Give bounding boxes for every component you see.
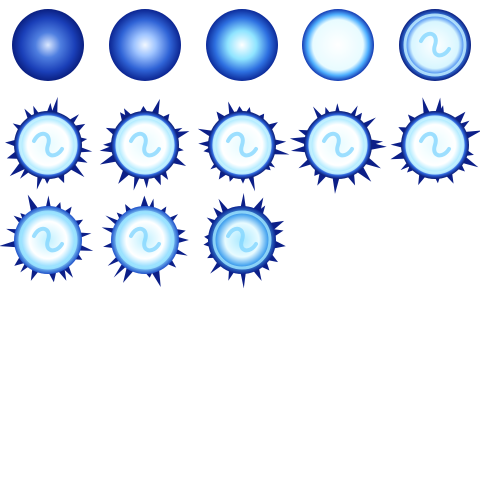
spike: [240, 192, 246, 209]
spike: [390, 141, 404, 148]
spike: [79, 232, 92, 238]
spike: [198, 140, 211, 148]
spike: [51, 96, 58, 115]
spike: [140, 195, 149, 209]
orb-ring: [212, 115, 272, 175]
spike: [464, 130, 480, 140]
spike: [334, 103, 341, 114]
orb-ring: [405, 115, 465, 175]
spike: [63, 206, 72, 217]
spike: [216, 111, 227, 123]
sprite-frame: [109, 9, 181, 81]
spike: [27, 194, 39, 213]
spike: [272, 240, 286, 249]
orb-ring: [308, 115, 368, 175]
sprite-frame: [12, 9, 84, 81]
sprite-frame: [289, 103, 387, 194]
spike: [45, 195, 51, 209]
orb-ring: [115, 210, 175, 270]
spike: [289, 136, 308, 145]
sprite-frame: [390, 97, 480, 186]
swirl: [32, 226, 64, 253]
orb-ring: [212, 210, 272, 270]
spike: [422, 97, 431, 116]
spike: [101, 227, 116, 234]
orb: [12, 9, 84, 81]
orb-ring: [403, 13, 467, 77]
spike: [113, 262, 127, 278]
spike: [176, 236, 189, 244]
sprite-frame: [206, 9, 278, 81]
sprite-frame: [5, 96, 93, 190]
sprite-frame: [399, 9, 471, 81]
spike: [116, 212, 125, 221]
spike: [36, 175, 44, 190]
sprite-frame: [302, 9, 374, 81]
spike: [197, 128, 214, 138]
spike: [99, 145, 114, 153]
orb-ring: [18, 210, 78, 270]
swirl: [322, 131, 354, 158]
spike: [272, 148, 290, 155]
sprite-frame: [197, 101, 290, 192]
swirl: [32, 131, 64, 158]
sprite-frame: [101, 195, 189, 287]
spike: [78, 244, 94, 251]
spike: [151, 268, 161, 287]
spike: [151, 98, 160, 116]
spike: [435, 97, 442, 114]
spike: [456, 163, 465, 172]
spike: [332, 176, 340, 194]
spike: [266, 253, 279, 263]
swirl: [226, 131, 258, 158]
sprite-frame: [99, 98, 190, 191]
swirl: [129, 226, 161, 253]
spike: [247, 174, 256, 192]
spike: [79, 146, 93, 153]
spike: [240, 271, 246, 289]
spike: [290, 145, 307, 153]
spike: [5, 139, 17, 147]
spike: [133, 175, 140, 191]
spike: [273, 139, 287, 146]
swirl: [419, 31, 451, 58]
spike: [0, 240, 17, 248]
sprite-frame: [0, 194, 94, 283]
spike: [103, 141, 114, 149]
orb-ring: [18, 115, 78, 175]
spike: [260, 260, 270, 271]
orb: [302, 9, 374, 81]
swirl: [419, 131, 451, 158]
spike: [143, 176, 150, 189]
orb: [206, 9, 278, 81]
spike: [14, 255, 26, 266]
spike: [369, 139, 384, 146]
spike: [228, 101, 236, 116]
sprite-frame: [203, 192, 286, 289]
spike: [407, 114, 417, 124]
orb-ring: [115, 115, 175, 175]
spike: [46, 102, 54, 114]
swirl: [129, 131, 161, 158]
orb: [109, 9, 181, 81]
swirl: [226, 226, 258, 253]
spike: [166, 258, 177, 268]
